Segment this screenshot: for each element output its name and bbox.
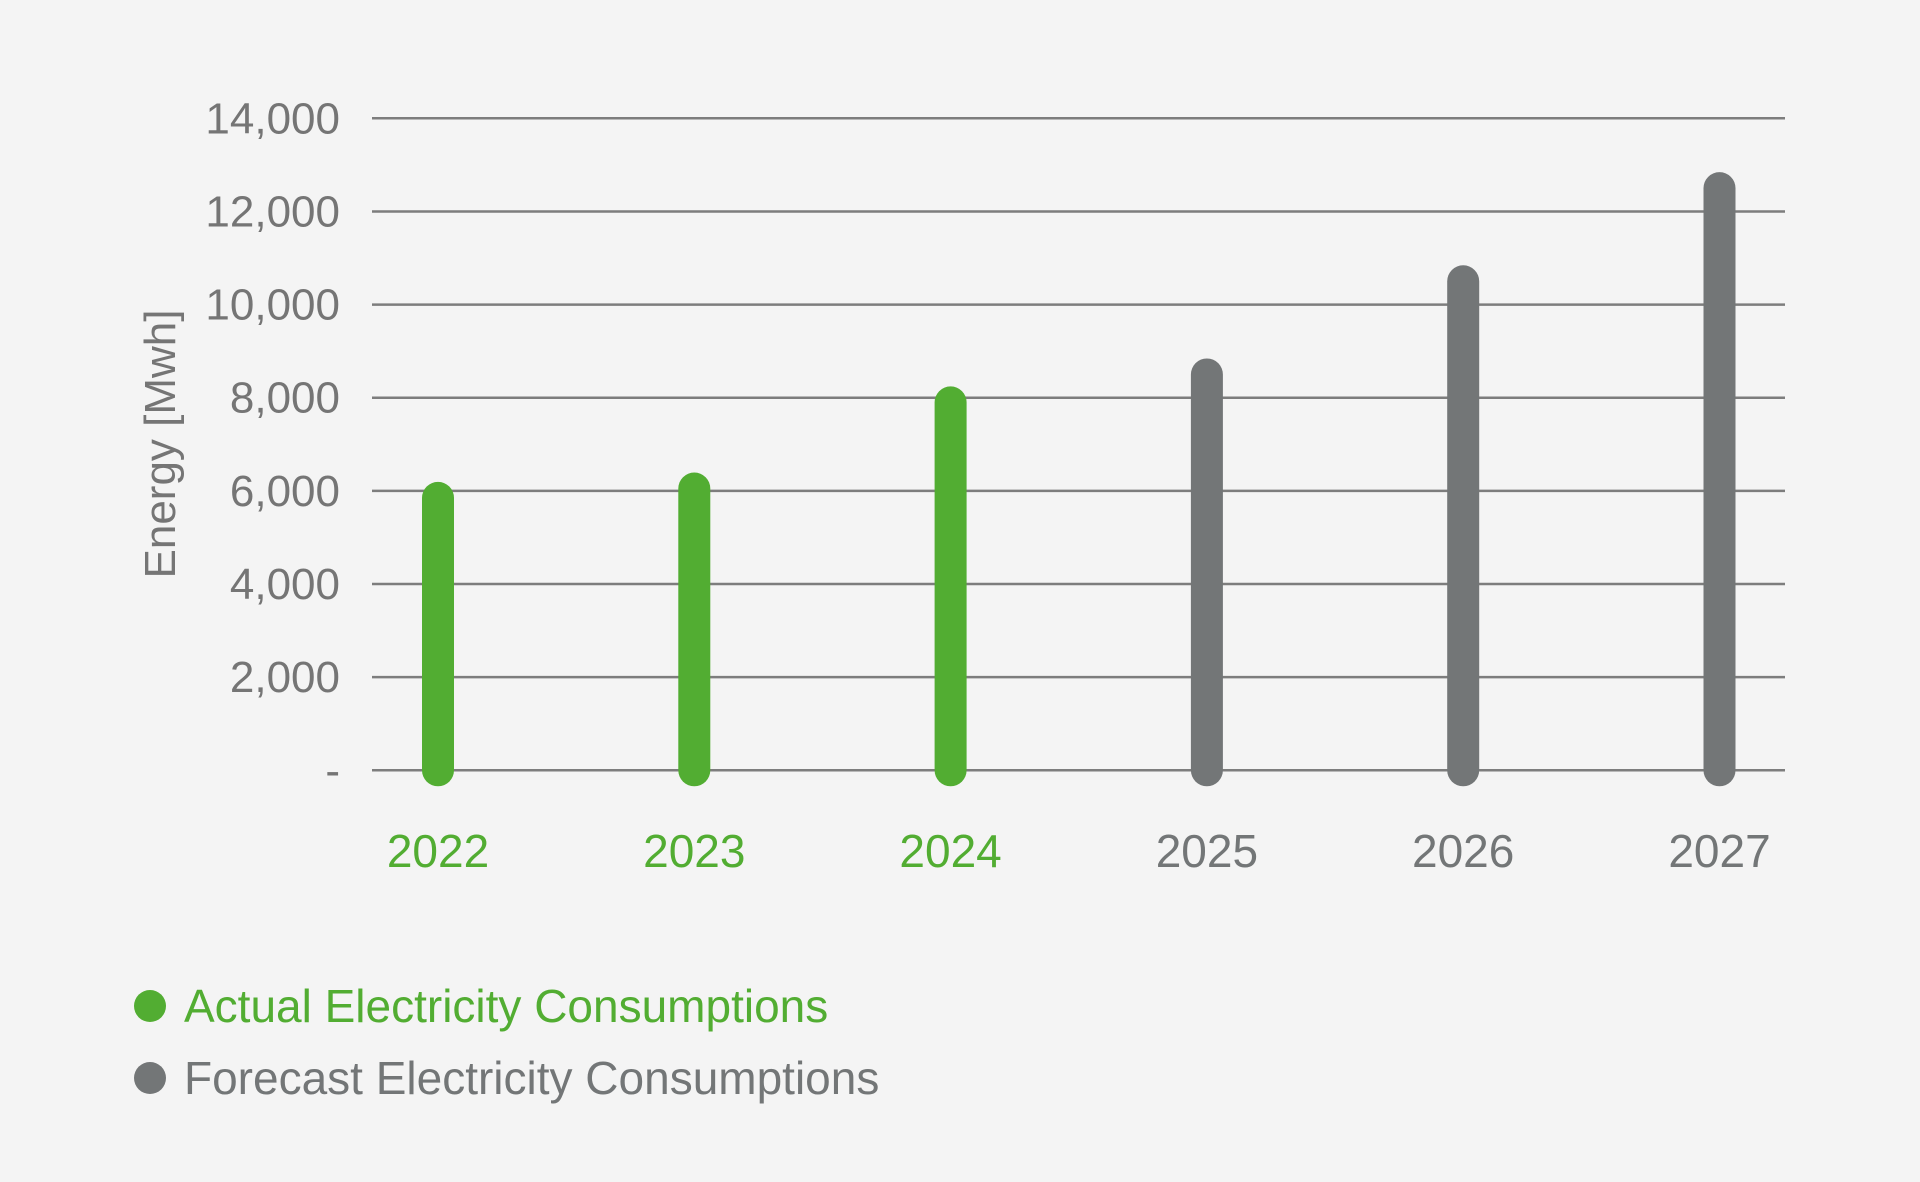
x-tick-label: 2025 xyxy=(1156,825,1258,877)
legend-item-actual[interactable]: Actual Electricity Consumptions xyxy=(134,970,879,1042)
x-tick-label: 2023 xyxy=(643,825,745,877)
legend-dot-actual-icon xyxy=(134,990,166,1022)
y-tick-label: 10,000 xyxy=(205,281,340,330)
y-tick-label: 8,000 xyxy=(230,374,340,423)
x-axis-ticks: 2022 2023 2024 2025 2026 2027 xyxy=(387,825,1771,877)
y-tick-label: 2,000 xyxy=(230,653,340,702)
x-tick-label: 2022 xyxy=(387,825,489,877)
x-tick-label: 2026 xyxy=(1412,825,1514,877)
gridlines xyxy=(372,117,1785,772)
legend-label-forecast: Forecast Electricity Consumptions xyxy=(184,1052,880,1104)
legend-label-actual: Actual Electricity Consumptions xyxy=(184,980,829,1032)
y-tick-label: 14,000 xyxy=(205,94,340,143)
y-axis-title: Energy [Mwh] xyxy=(136,310,185,579)
bars xyxy=(422,172,1736,787)
legend-item-forecast[interactable]: Forecast Electricity Consumptions xyxy=(134,1042,879,1114)
y-axis-ticks: - 2,000 4,000 6,000 8,000 10,000 12,000 14,000 xyxy=(205,94,340,795)
y-tick-label: 12,000 xyxy=(205,187,340,236)
legend: Actual Electricity Consumptions Forecast… xyxy=(134,970,879,1114)
x-tick-label: 2027 xyxy=(1668,825,1770,877)
x-tick-label: 2024 xyxy=(899,825,1001,877)
y-tick-label: 6,000 xyxy=(230,467,340,516)
y-tick-label: - xyxy=(325,746,340,795)
legend-dot-forecast-icon xyxy=(134,1062,166,1094)
y-tick-label: 4,000 xyxy=(230,560,340,609)
